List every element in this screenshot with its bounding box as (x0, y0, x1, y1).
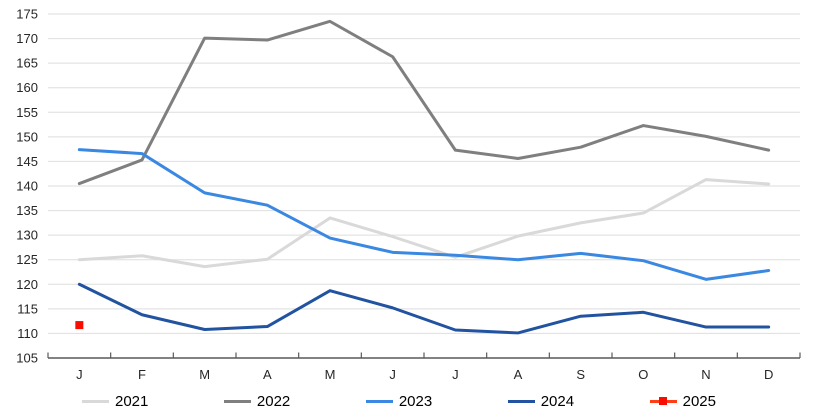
y-axis-tick-label: 120 (16, 277, 38, 292)
legend-item-2022: 2022 (223, 392, 291, 410)
y-axis-tick-label: 165 (16, 56, 38, 71)
y-axis-tick-label: 140 (16, 179, 38, 194)
legend-item-2025: 2025 (649, 392, 716, 410)
x-axis-month-label: O (638, 367, 648, 382)
x-axis-month-label: J (389, 367, 396, 382)
x-axis-month-label: M (325, 367, 336, 382)
series-line-2022 (77, 19, 771, 186)
legend-label-2022: 2022 (256, 392, 291, 410)
y-axis-tick-label: 175 (16, 7, 38, 22)
y-axis-tick-label: 110 (17, 326, 38, 341)
y-axis-tick-label: 125 (16, 252, 38, 267)
y-axis-tick-label: 130 (16, 228, 38, 243)
legend-item-2024: 2024 (507, 392, 575, 410)
legend-line-swatch-2022 (223, 399, 251, 403)
x-axis-month-label: A (514, 367, 523, 382)
series-line-2023 (77, 148, 771, 281)
series-line-2021 (77, 178, 771, 269)
x-axis-month-label: F (138, 367, 146, 382)
legend-label-2021: 2021 (115, 392, 149, 410)
chart-legend: 2021 2022 2023 2024 2025 (82, 388, 716, 414)
y-axis-tick-label: 105 (16, 351, 38, 366)
data-point-square-2025 (75, 321, 84, 330)
legend-line-swatch-2023 (365, 399, 393, 403)
legend-line-swatch-2021 (82, 399, 109, 403)
x-axis-month-label: D (764, 367, 773, 382)
x-axis-month-label: J (76, 367, 83, 382)
legend-line-swatch-2024 (507, 399, 535, 403)
y-axis-tick-label: 115 (17, 301, 38, 316)
legend-marker-square-icon (658, 397, 667, 405)
legend-item-2021: 2021 (82, 394, 148, 409)
legend-label-2025: 2025 (682, 392, 716, 410)
chart-plot-area: 175 170 165 160 155 150 145 140 135 130 125 120 115 1… (16, 7, 801, 382)
y-axis-tick-label: 155 (16, 105, 38, 120)
y-axis-tick-label: 170 (16, 31, 38, 46)
y-axis-tick-label: 160 (16, 80, 38, 95)
y-axis-tick-label: 150 (16, 129, 38, 144)
y-axis-tick-label: 135 (16, 203, 38, 218)
legend-label-2024: 2024 (540, 392, 575, 410)
series-line-2024 (77, 282, 771, 335)
legend-item-2023: 2023 (365, 392, 433, 410)
x-axis-month-label: A (263, 367, 272, 382)
x-axis-month-label: J (452, 367, 459, 382)
line-chart: 175 170 165 160 155 150 145 140 135 130 125 120 115 1… (16, 7, 801, 382)
legend-label-2023: 2023 (398, 392, 433, 410)
x-axis-month-label: S (576, 367, 585, 382)
x-axis-month-label: M (199, 367, 210, 382)
legend-line-swatch-2025 (649, 397, 677, 405)
x-axis-month-label: N (701, 367, 710, 382)
y-axis-tick-label: 145 (16, 154, 38, 169)
